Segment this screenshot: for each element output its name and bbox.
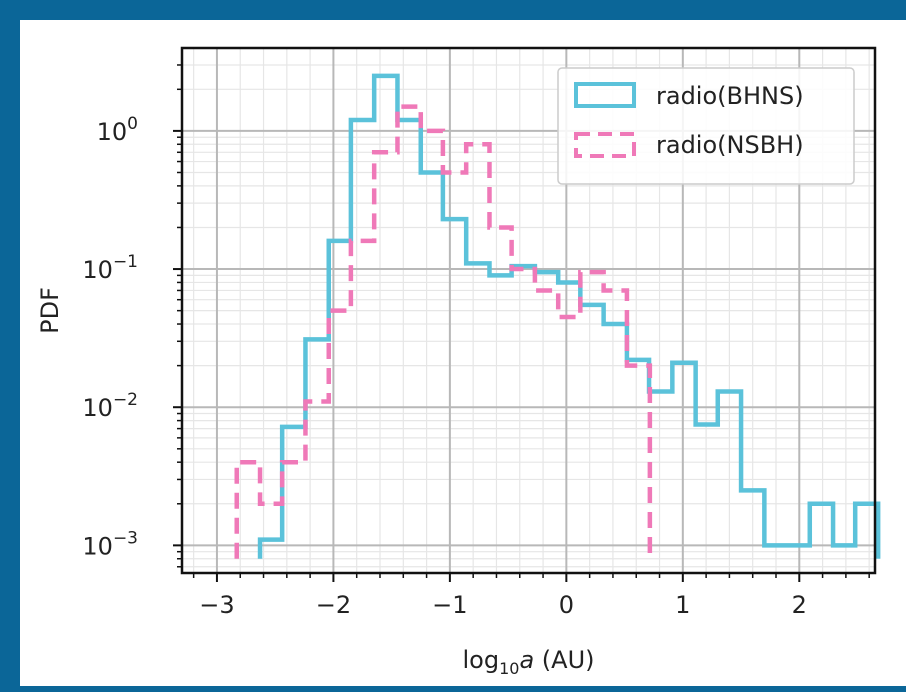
legend-label-bhns: radio(BHNS) xyxy=(656,82,804,110)
histogram-chart: −3 −2 −1 0 1 2 100 10−1 10−2 10−3 log10a (AU) PD… xyxy=(36,46,881,678)
y-tick-exponent: −2 xyxy=(113,390,138,410)
x-tick-labels: −3 −2 −1 0 1 2 xyxy=(199,591,807,619)
y-tick-label: 10−1 xyxy=(82,252,138,284)
x-tick-label: −2 xyxy=(316,591,351,619)
legend: radio(BHNS) radio(NSBH) xyxy=(557,67,855,185)
y-tick-exponent: −1 xyxy=(113,252,138,272)
y-tick-label: 10−3 xyxy=(82,528,138,560)
y-axis-title: PDF xyxy=(36,287,64,334)
legend-label-nsbh: radio(NSBH) xyxy=(656,131,804,159)
y-tick-label: 10−2 xyxy=(82,390,138,422)
x-tick-label: 0 xyxy=(559,591,574,619)
x-tick-label: −3 xyxy=(199,591,234,619)
series-layer xyxy=(234,73,881,559)
legend-swatch-bhns xyxy=(574,82,636,108)
x-tick-label: 2 xyxy=(792,591,807,619)
x-axis-title: log10a (AU) xyxy=(462,646,594,678)
figure: −3 −2 −1 0 1 2 100 10−1 10−2 10−3 log10a (AU) PD… xyxy=(20,20,906,686)
x-tick-label: −1 xyxy=(432,591,467,619)
legend-swatch-nsbh xyxy=(574,132,636,158)
y-tick-labels: 100 10−1 10−2 10−3 xyxy=(82,114,138,560)
y-tick-exponent: 0 xyxy=(127,114,138,134)
y-tick-label: 100 xyxy=(97,114,138,146)
axis-ticks xyxy=(173,64,870,582)
x-tick-label: 1 xyxy=(675,591,690,619)
series-nsbh-step xyxy=(234,104,653,559)
series-bhns-step xyxy=(257,73,881,559)
y-tick-exponent: −3 xyxy=(113,528,138,548)
